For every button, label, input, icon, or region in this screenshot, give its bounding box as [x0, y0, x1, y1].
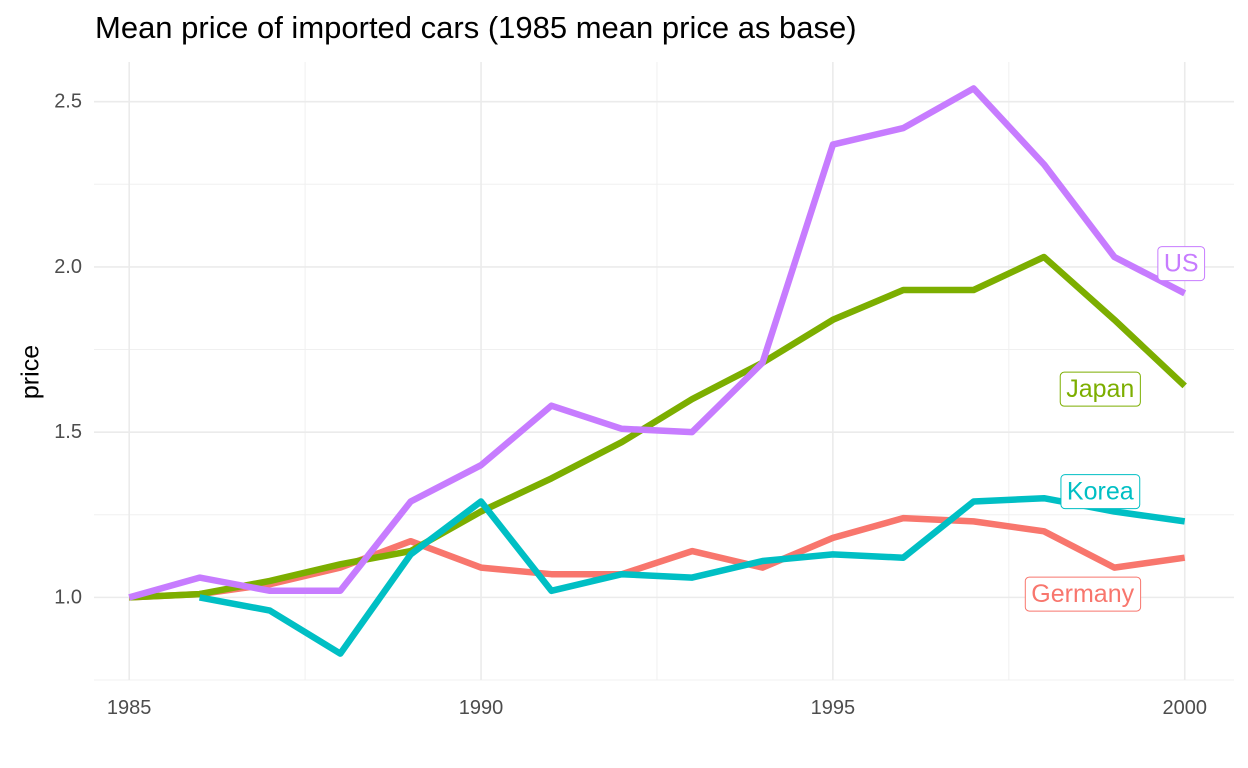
series-line-us — [128, 85, 1187, 601]
label-text-korea: Korea — [1067, 478, 1134, 506]
label-korea: Korea — [1060, 474, 1141, 510]
label-text-us: US — [1164, 250, 1199, 278]
chart-title: Mean price of imported cars (1985 mean p… — [95, 10, 857, 45]
y-tick-label: 2.5 — [54, 91, 82, 113]
x-tick-label: 2000 — [1162, 697, 1207, 719]
x-tick-label: 1995 — [811, 697, 856, 719]
series-line-japan — [129, 253, 1187, 601]
x-axis-ticks: 1985 1990 1995 2000 — [107, 697, 1207, 719]
x-tick-label: 1985 — [107, 697, 152, 719]
label-box-germany — [1024, 576, 1142, 612]
y-tick-label: 2.0 — [54, 256, 82, 278]
label-box-japan — [1059, 371, 1141, 407]
series-line-korea — [199, 494, 1186, 657]
label-text-japan: Japan — [1066, 375, 1134, 403]
label-box-korea — [1060, 474, 1141, 510]
minor-gridlines — [94, 62, 1234, 681]
label-box-us — [1157, 246, 1206, 282]
y-axis-ticks: 1.0 1.5 2.0 2.5 — [54, 91, 82, 609]
label-us: US — [1157, 246, 1206, 282]
label-text-germany: Germany — [1031, 580, 1134, 608]
y-tick-label: 1.5 — [54, 421, 82, 443]
direct-labels: US Japan Korea Germany — [1024, 246, 1206, 612]
series-lines — [128, 85, 1187, 657]
label-japan: Japan — [1059, 371, 1141, 407]
x-tick-label: 1990 — [459, 697, 504, 719]
y-tick-label: 1.0 — [54, 586, 82, 608]
label-germany: Germany — [1024, 576, 1142, 612]
